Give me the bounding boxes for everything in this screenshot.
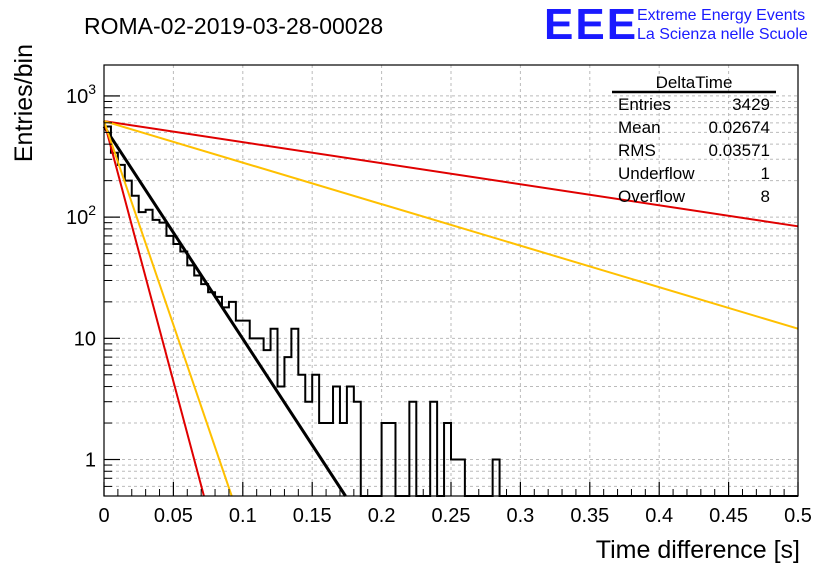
fit-line — [103, 120, 233, 497]
stats-label-rms: RMS — [618, 141, 656, 160]
stats-rows: Entries 3429 Mean 0.02674 RMS 0.03571 Un… — [618, 95, 770, 206]
stats-value-underflow: 1 — [761, 164, 770, 183]
x-tick-label: 0.2 — [368, 505, 396, 527]
x-tick-label: 0.05 — [154, 505, 193, 527]
fit-line — [103, 120, 205, 497]
x-tick-label: 0.25 — [432, 505, 471, 527]
x-tick-label: 0.35 — [570, 505, 609, 527]
fit-lines — [102, 120, 799, 497]
x-tick-label: 0.1 — [229, 505, 257, 527]
y-axis-label: Entries/bin — [10, 44, 38, 162]
fit-line — [103, 120, 799, 228]
x-tick-label: 0.3 — [506, 505, 534, 527]
stats-value-entries: 3429 — [732, 95, 770, 114]
y-axis-ticks: 1 10 102 103 — [66, 81, 120, 487]
logo-text: EEE — [544, 0, 638, 49]
eee-logo: EEE Extreme Energy Events La Scienza nel… — [544, 0, 808, 49]
x-tick-label: 0 — [98, 505, 109, 527]
x-tick-label: 0.15 — [293, 505, 332, 527]
y-tick-label: 10 — [74, 328, 96, 350]
stats-value-rms: 0.03571 — [709, 141, 770, 160]
stats-label-mean: Mean — [618, 118, 661, 137]
x-axis-ticks: 0 0.05 0.1 0.15 0.2 0.25 0.3 0.35 0.4 0.45 0.5 — [98, 482, 812, 527]
logo-line-1: Extreme Energy Events — [637, 7, 805, 24]
y-tick-label: 1 — [85, 450, 96, 472]
y-tick-label: 102 — [66, 202, 96, 229]
stats-label-underflow: Underflow — [618, 164, 695, 183]
stats-value-overflow: 8 — [761, 187, 770, 206]
x-axis-label: Time difference [s] — [596, 536, 800, 564]
fit-line — [102, 125, 347, 497]
logo-line-2: La Scienza nelle Scuole — [637, 26, 808, 43]
stats-box: DeltaTime Entries 3429 Mean 0.02674 RMS … — [612, 73, 776, 206]
grid — [104, 65, 798, 496]
fit-line — [103, 120, 799, 330]
x-tick-label: 0.45 — [709, 505, 748, 527]
x-tick-label: 0.5 — [784, 505, 812, 527]
run-title: ROMA-02-2019-03-28-00028 — [84, 13, 383, 39]
stats-label-entries: Entries — [618, 95, 671, 114]
x-tick-label: 0.4 — [645, 505, 673, 527]
y-tick-label: 103 — [66, 81, 96, 108]
stats-label-overflow: Overflow — [618, 187, 686, 206]
stats-title: DeltaTime — [656, 73, 733, 92]
stats-value-mean: 0.02674 — [709, 118, 770, 137]
